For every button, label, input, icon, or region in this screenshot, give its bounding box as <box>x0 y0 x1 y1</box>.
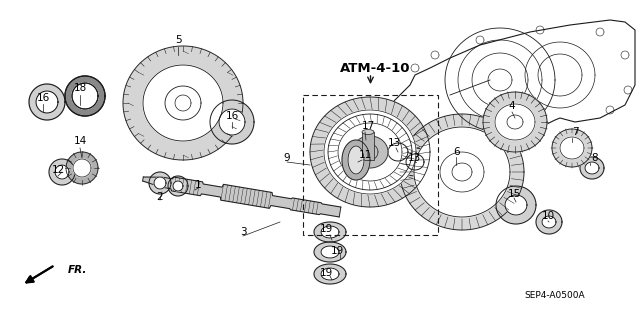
Polygon shape <box>348 146 364 174</box>
Polygon shape <box>143 177 341 217</box>
Polygon shape <box>210 100 254 144</box>
Polygon shape <box>143 65 223 141</box>
Polygon shape <box>219 109 245 135</box>
Text: 5: 5 <box>175 35 181 45</box>
Polygon shape <box>314 242 346 262</box>
Polygon shape <box>55 165 69 179</box>
Text: 19: 19 <box>330 246 344 256</box>
Text: 8: 8 <box>592 153 598 163</box>
Text: 13: 13 <box>408 153 420 163</box>
Text: FR.: FR. <box>68 265 88 275</box>
Polygon shape <box>123 46 243 160</box>
Polygon shape <box>560 137 584 159</box>
Text: 6: 6 <box>454 147 460 157</box>
Bar <box>303 95 438 235</box>
Text: 16: 16 <box>225 111 239 121</box>
Polygon shape <box>72 83 98 109</box>
Text: 4: 4 <box>509 101 515 111</box>
Polygon shape <box>388 143 408 161</box>
Polygon shape <box>328 114 412 190</box>
Polygon shape <box>73 159 91 177</box>
Text: SEP4-A0500A: SEP4-A0500A <box>525 291 586 300</box>
Polygon shape <box>72 83 98 109</box>
Text: 15: 15 <box>508 189 520 199</box>
Polygon shape <box>321 268 339 280</box>
Polygon shape <box>380 136 416 168</box>
Text: 12: 12 <box>51 165 65 175</box>
Text: 11: 11 <box>358 150 372 160</box>
Polygon shape <box>168 176 188 196</box>
Text: ATM-4-10: ATM-4-10 <box>340 62 410 75</box>
Polygon shape <box>585 162 599 174</box>
Polygon shape <box>338 123 402 181</box>
Text: 9: 9 <box>284 153 291 163</box>
Text: 10: 10 <box>541 211 555 221</box>
Text: 13: 13 <box>387 138 401 148</box>
Polygon shape <box>542 216 556 228</box>
Polygon shape <box>580 157 604 179</box>
Polygon shape <box>352 136 388 168</box>
Text: 7: 7 <box>572 127 579 137</box>
Polygon shape <box>321 226 339 238</box>
Polygon shape <box>483 92 547 152</box>
Polygon shape <box>495 104 535 140</box>
Polygon shape <box>36 91 58 113</box>
Ellipse shape <box>362 130 374 135</box>
Text: 3: 3 <box>240 227 246 237</box>
Text: 16: 16 <box>36 93 50 103</box>
Text: 2: 2 <box>157 192 163 202</box>
Polygon shape <box>324 110 416 194</box>
Polygon shape <box>552 129 592 167</box>
Polygon shape <box>66 152 98 184</box>
Polygon shape <box>496 186 536 224</box>
Polygon shape <box>414 127 510 217</box>
Polygon shape <box>342 140 370 180</box>
Polygon shape <box>65 76 105 116</box>
Text: 18: 18 <box>74 83 86 93</box>
Polygon shape <box>173 181 183 191</box>
Polygon shape <box>399 148 431 176</box>
Polygon shape <box>29 84 65 120</box>
Polygon shape <box>536 210 562 234</box>
Polygon shape <box>406 154 424 170</box>
Polygon shape <box>154 177 166 189</box>
Text: 19: 19 <box>319 224 333 234</box>
Polygon shape <box>49 159 75 185</box>
Polygon shape <box>310 97 430 207</box>
Polygon shape <box>400 114 524 230</box>
Polygon shape <box>65 76 105 116</box>
Bar <box>362 132 374 160</box>
Text: 1: 1 <box>195 180 202 190</box>
Text: 14: 14 <box>74 136 86 146</box>
Polygon shape <box>321 246 339 258</box>
Text: 17: 17 <box>362 121 374 131</box>
Polygon shape <box>149 172 171 194</box>
Polygon shape <box>314 222 346 242</box>
Text: 19: 19 <box>319 268 333 278</box>
Polygon shape <box>314 264 346 284</box>
Polygon shape <box>505 195 527 215</box>
